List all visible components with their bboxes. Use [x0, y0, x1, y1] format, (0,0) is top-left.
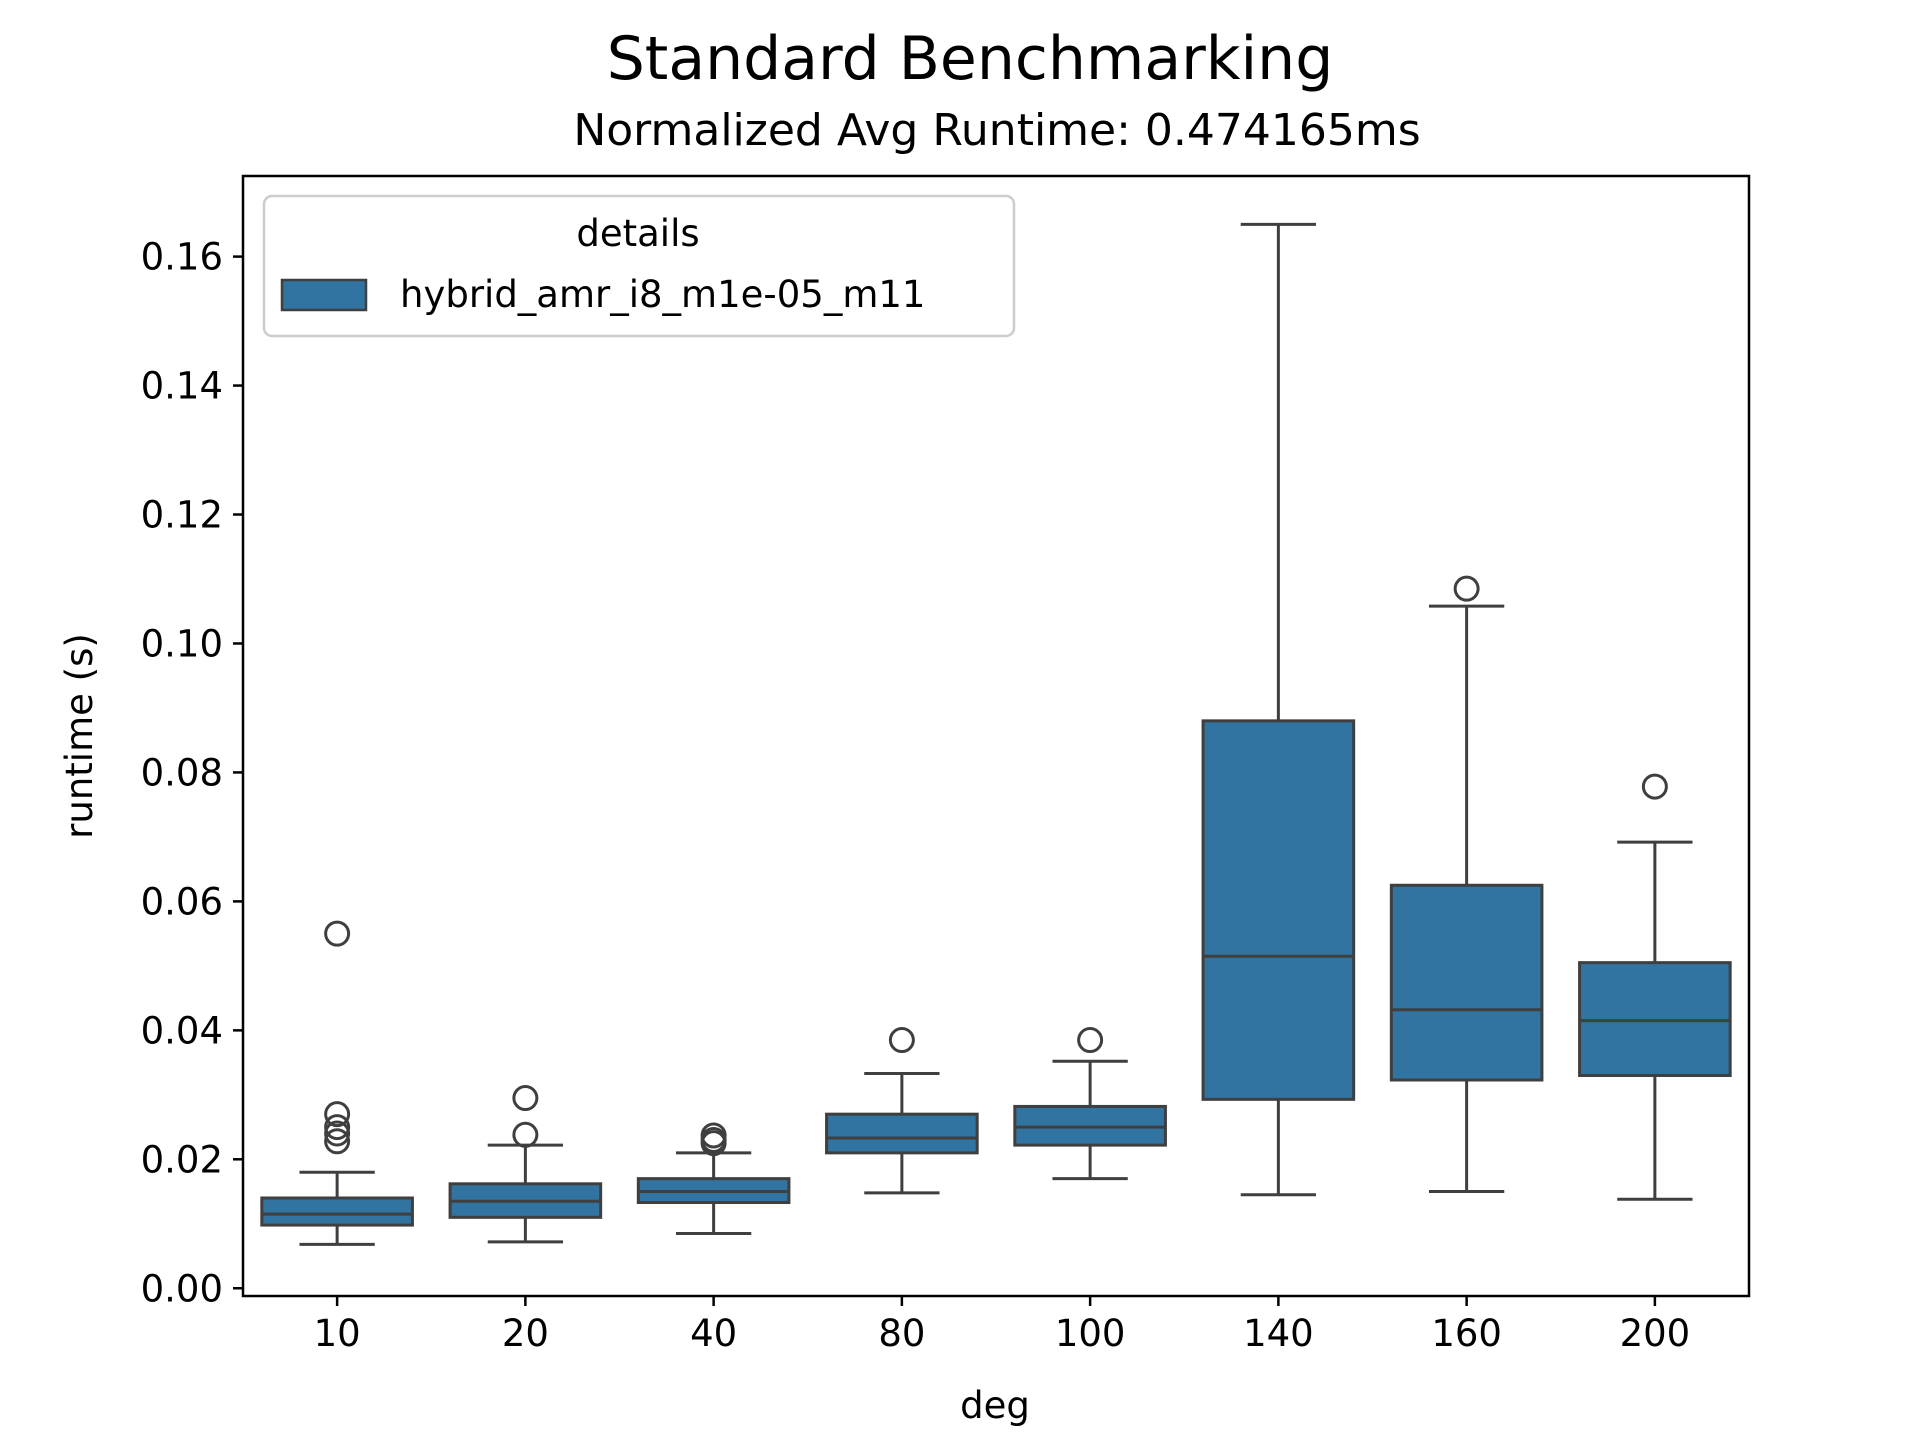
y-axis-label: runtime (s): [58, 633, 101, 839]
x-tick-label: 10: [314, 1312, 361, 1355]
iqr-box: [825, 1112, 979, 1155]
box-group-100: [1013, 1027, 1167, 1181]
box-group-40: [636, 1122, 791, 1235]
box-group-140: [1201, 222, 1356, 1197]
x-tick-label: 20: [502, 1312, 549, 1355]
iqr-box: [1201, 719, 1356, 1101]
y-tick-label: 0.14: [141, 365, 223, 408]
outlier-point: [324, 920, 351, 947]
chart-title: Standard Benchmarking: [607, 24, 1334, 94]
outlier-point: [700, 1122, 727, 1149]
x-tick-label: 160: [1431, 1312, 1502, 1355]
legend: details hybrid_amr_i8_m1e-05_m11: [262, 194, 1016, 338]
x-tick-label: 80: [878, 1312, 925, 1355]
y-tick-label: 0.10: [141, 622, 223, 665]
y-tick-label: 0.02: [141, 1138, 223, 1181]
x-tick-label: 140: [1243, 1312, 1314, 1355]
box-group-10: [260, 920, 414, 1246]
x-axis: 10 20 40 80 100 140 160 200: [314, 1296, 1691, 1355]
outlier-point: [512, 1121, 539, 1148]
legend-swatch: [280, 278, 368, 312]
y-tick-label: 0.04: [141, 1009, 223, 1052]
outlier-point: [512, 1085, 539, 1112]
outlier-point: [1453, 575, 1480, 602]
x-tick-label: 100: [1055, 1312, 1126, 1355]
outlier-point: [1077, 1027, 1104, 1054]
y-tick-label: 0.00: [141, 1267, 223, 1310]
outlier-point: [324, 1101, 351, 1128]
box-group-80: [825, 1027, 979, 1195]
box-group-20: [448, 1085, 603, 1244]
chart-subtitle: Normalized Avg Runtime: 0.474165ms: [573, 105, 1420, 156]
legend-title: details: [576, 212, 699, 255]
y-tick-label: 0.16: [141, 236, 223, 279]
x-axis-label: deg: [960, 1384, 1030, 1427]
outlier-point: [888, 1027, 915, 1054]
box-group-200: [1578, 773, 1732, 1201]
iqr-box: [1389, 883, 1544, 1082]
legend-frame: [262, 194, 1016, 338]
outlier-point: [324, 1114, 351, 1141]
y-tick-label: 0.12: [141, 494, 223, 537]
legend-entry-label: hybrid_amr_i8_m1e-05_m11: [400, 273, 925, 316]
axes-frame: [241, 174, 1751, 1298]
y-axis: 0.00 0.02 0.04 0.06 0.08 0.10 0.12 0.14 0.16: [141, 236, 243, 1310]
iqr-box: [1578, 961, 1732, 1077]
x-tick-label: 200: [1620, 1312, 1691, 1355]
outlier-point: [1641, 773, 1668, 800]
y-tick-label: 0.08: [141, 751, 223, 794]
x-tick-label: 40: [690, 1312, 737, 1355]
box-group-160: [1389, 575, 1544, 1194]
outlier-point: [324, 1120, 351, 1147]
iqr-box: [260, 1196, 414, 1227]
y-tick-label: 0.06: [141, 880, 223, 923]
outlier-point: [324, 1128, 351, 1155]
plot-area: [260, 222, 1732, 1246]
